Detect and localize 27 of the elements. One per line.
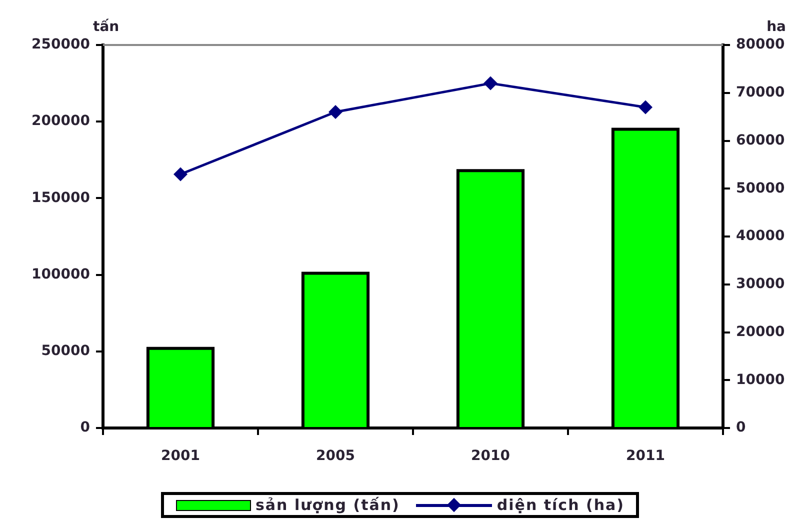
- y2-tick-label: 30000: [736, 276, 785, 292]
- x-tick-label: 2005: [316, 448, 355, 464]
- y2-tick-label: 70000: [736, 84, 785, 101]
- x-tick-label: 2011: [626, 448, 665, 464]
- y-tick-label: 200000: [32, 113, 90, 130]
- y-tick-label: 50000: [41, 343, 90, 360]
- y2-tick-label: 10000: [736, 372, 785, 388]
- point: [328, 105, 342, 120]
- y2-axis-title: ha: [766, 19, 786, 35]
- point: [174, 167, 188, 182]
- x-tick-label: 2010: [471, 448, 510, 464]
- y-tick-label: 0: [80, 420, 90, 436]
- y2-tick-label: 80000: [736, 36, 785, 53]
- point: [484, 76, 498, 90]
- y2-tick-label: 0: [736, 420, 746, 436]
- y-tick-label: 150000: [32, 190, 90, 206]
- y2-tick-label: 40000: [736, 228, 785, 244]
- x-tick-label: 2001: [161, 448, 200, 464]
- point: [638, 100, 652, 114]
- legend-label: diện tích (ha): [496, 496, 624, 514]
- y-tick-label: 100000: [32, 266, 90, 282]
- y2-tick-label: 60000: [736, 132, 785, 148]
- y-axis-title: tấn: [93, 18, 120, 35]
- y2-tick-label: 50000: [736, 180, 785, 196]
- y-tick-label: 250000: [32, 36, 90, 53]
- y2-tick-label: 20000: [736, 324, 785, 340]
- legend-label: sản lượng (tấn): [256, 496, 400, 514]
